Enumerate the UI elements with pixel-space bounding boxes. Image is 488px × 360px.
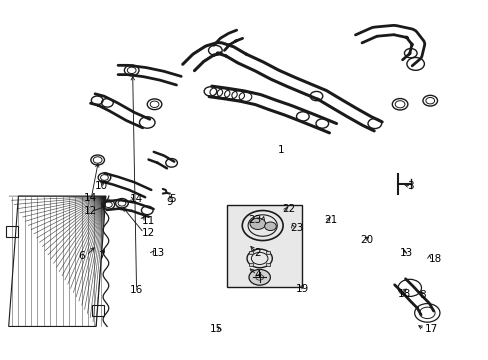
Text: 16: 16	[130, 285, 143, 295]
Bar	[226, 205, 301, 287]
Bar	[249, 263, 253, 266]
Text: 21: 21	[324, 215, 337, 225]
Circle shape	[248, 269, 270, 285]
Text: 3: 3	[407, 181, 413, 192]
Bar	[249, 251, 253, 254]
Text: 22: 22	[282, 204, 295, 214]
Bar	[265, 251, 269, 254]
Text: 13: 13	[152, 248, 165, 258]
Text: 1: 1	[277, 145, 284, 155]
Text: 9: 9	[166, 197, 173, 207]
Text: 18: 18	[428, 253, 442, 264]
Text: 18: 18	[397, 289, 410, 298]
Text: 2: 2	[254, 248, 260, 258]
Text: 6: 6	[78, 251, 85, 261]
Text: 23: 23	[248, 215, 261, 225]
Text: 10: 10	[95, 181, 108, 191]
Bar	[92, 305, 104, 316]
Circle shape	[264, 222, 276, 230]
Bar	[6, 226, 19, 237]
Text: 14: 14	[84, 193, 97, 203]
Text: 5: 5	[169, 194, 175, 204]
Text: 20: 20	[360, 235, 372, 245]
Text: 12: 12	[141, 228, 154, 238]
Text: 23: 23	[290, 223, 304, 233]
Text: 11: 11	[141, 216, 154, 226]
Text: 17: 17	[424, 324, 437, 334]
Text: 12: 12	[84, 206, 97, 216]
Text: 19: 19	[295, 284, 308, 294]
Text: 14: 14	[130, 194, 143, 203]
Text: 13: 13	[399, 248, 412, 258]
Text: 15: 15	[210, 324, 223, 334]
Text: 4: 4	[254, 270, 260, 280]
Bar	[265, 263, 269, 266]
Text: 8: 8	[419, 290, 426, 300]
Circle shape	[249, 218, 265, 229]
Text: 7: 7	[98, 251, 104, 261]
